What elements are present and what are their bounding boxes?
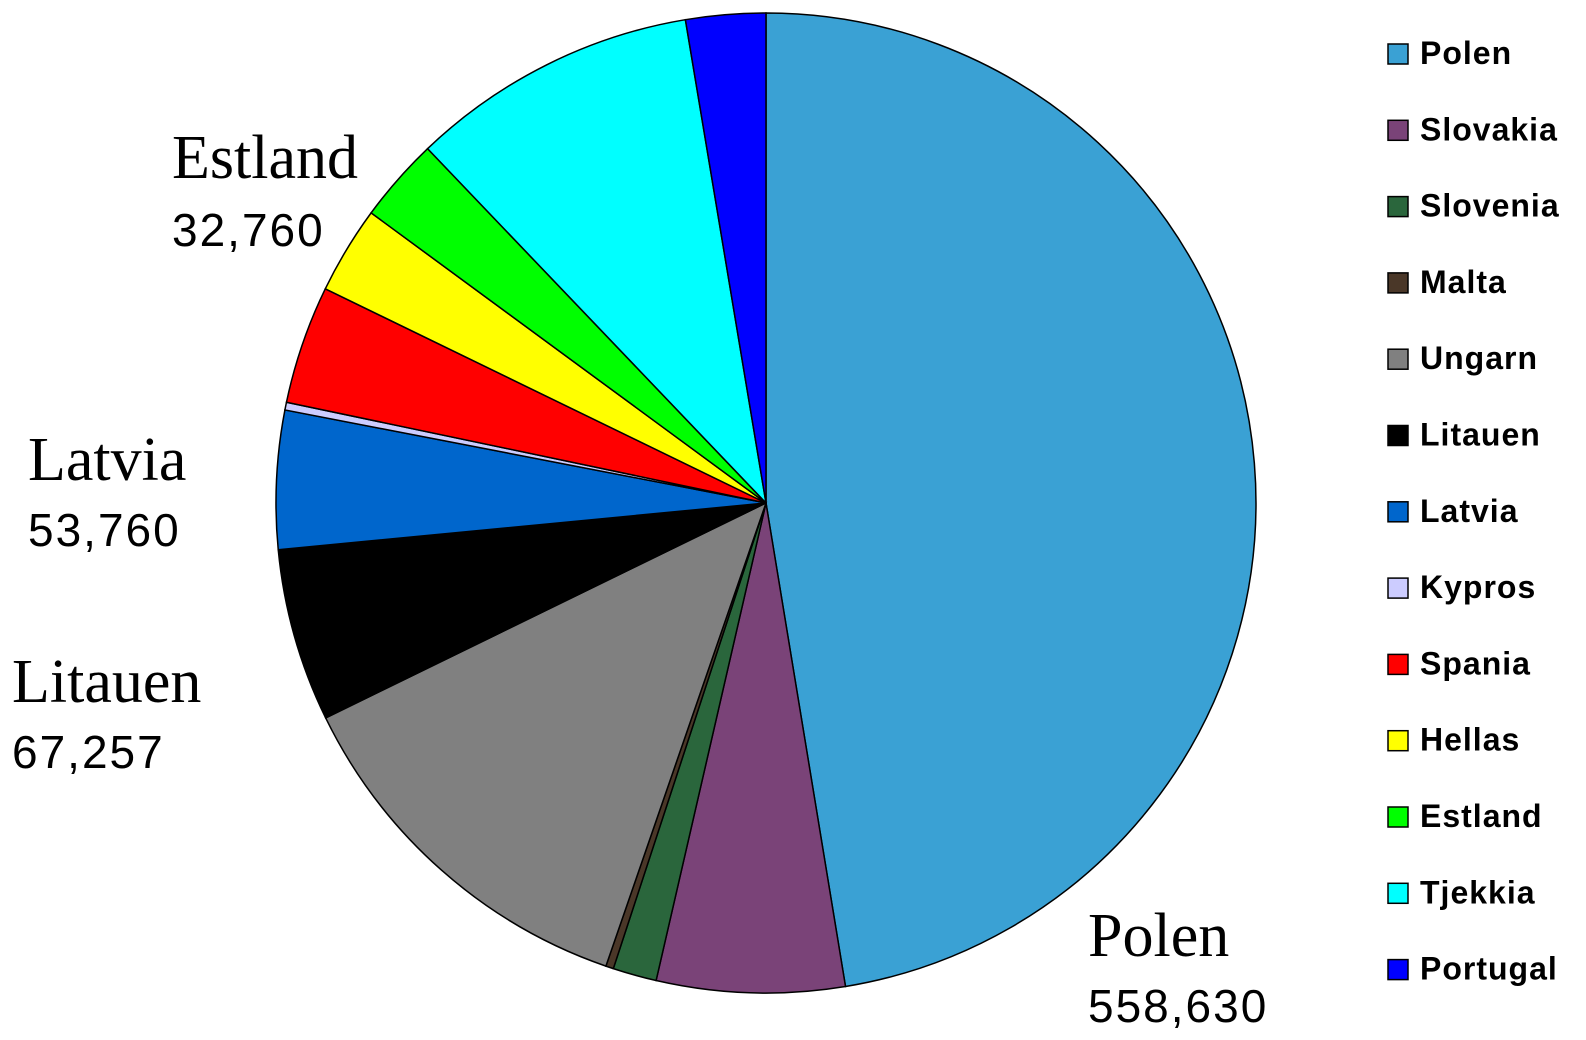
callout-estland-value: 32,760 (172, 204, 325, 256)
legend-label-malta: Malta (1420, 264, 1507, 300)
legend-swatch-spania (1387, 653, 1409, 676)
legend-label-hellas: Hellas (1420, 722, 1520, 758)
legend-swatch-portugal (1387, 958, 1409, 981)
legend-label-spania: Spania (1420, 645, 1531, 681)
callout-latvia-value: 53,760 (28, 504, 181, 556)
pie-slice-polen (765, 12, 1257, 988)
legend-swatch-ungarn (1387, 348, 1409, 370)
pie-slice-slovakia (655, 502, 847, 994)
legend-swatch-malta (1387, 272, 1409, 294)
callout-litauen-value: 67,257 (12, 726, 165, 778)
legend-swatch-latvia (1387, 501, 1409, 523)
legend-label-slovenia: Slovenia (1420, 188, 1560, 224)
legend-label-polen: Polen (1420, 35, 1512, 71)
legend-swatch-hellas (1387, 729, 1409, 752)
legend-swatch-litauen (1387, 424, 1409, 447)
legend-label-litauen: Litauen (1420, 417, 1541, 453)
pie-slice-litauen (277, 502, 767, 719)
pie-slices (275, 12, 1257, 994)
legend-label-estland: Estland (1420, 798, 1543, 834)
legend-label-portugal: Portugal (1420, 951, 1558, 987)
pie-slice-tjekkia (426, 18, 768, 506)
callout-polen-name: Polen (1088, 902, 1229, 970)
legend-swatch-tjekkia (1387, 882, 1409, 905)
legend-label-slovakia: Slovakia (1420, 111, 1558, 147)
legend-swatch-polen (1387, 43, 1409, 65)
legend-label-ungarn: Ungarn (1420, 340, 1538, 376)
legend-swatch-slovenia (1387, 195, 1409, 218)
callout-labels: Estland 32,760 Latvia 53,760 Litauen 67,… (12, 124, 1268, 1032)
callout-latvia-name: Latvia (28, 426, 186, 494)
legend-swatch-slovakia (1387, 119, 1409, 142)
legend-label-tjekkia: Tjekkia (1420, 874, 1536, 910)
legend-swatch-estland (1387, 806, 1409, 828)
callout-estland-name: Estland (172, 124, 358, 192)
callout-polen-value: 558,630 (1088, 980, 1268, 1032)
pie-slice-ungarn (324, 501, 768, 968)
pie-slice-portugal (684, 12, 767, 504)
legend-label-latvia: Latvia (1420, 493, 1518, 529)
legend-label-kypros: Kypros (1420, 569, 1536, 605)
legend-swatch-kypros (1387, 577, 1409, 599)
callout-litauen-name: Litauen (12, 648, 201, 716)
chart-legend: Polen Slovakia Slovenia Malta Ungarn Litauen L… (1387, 35, 1560, 987)
